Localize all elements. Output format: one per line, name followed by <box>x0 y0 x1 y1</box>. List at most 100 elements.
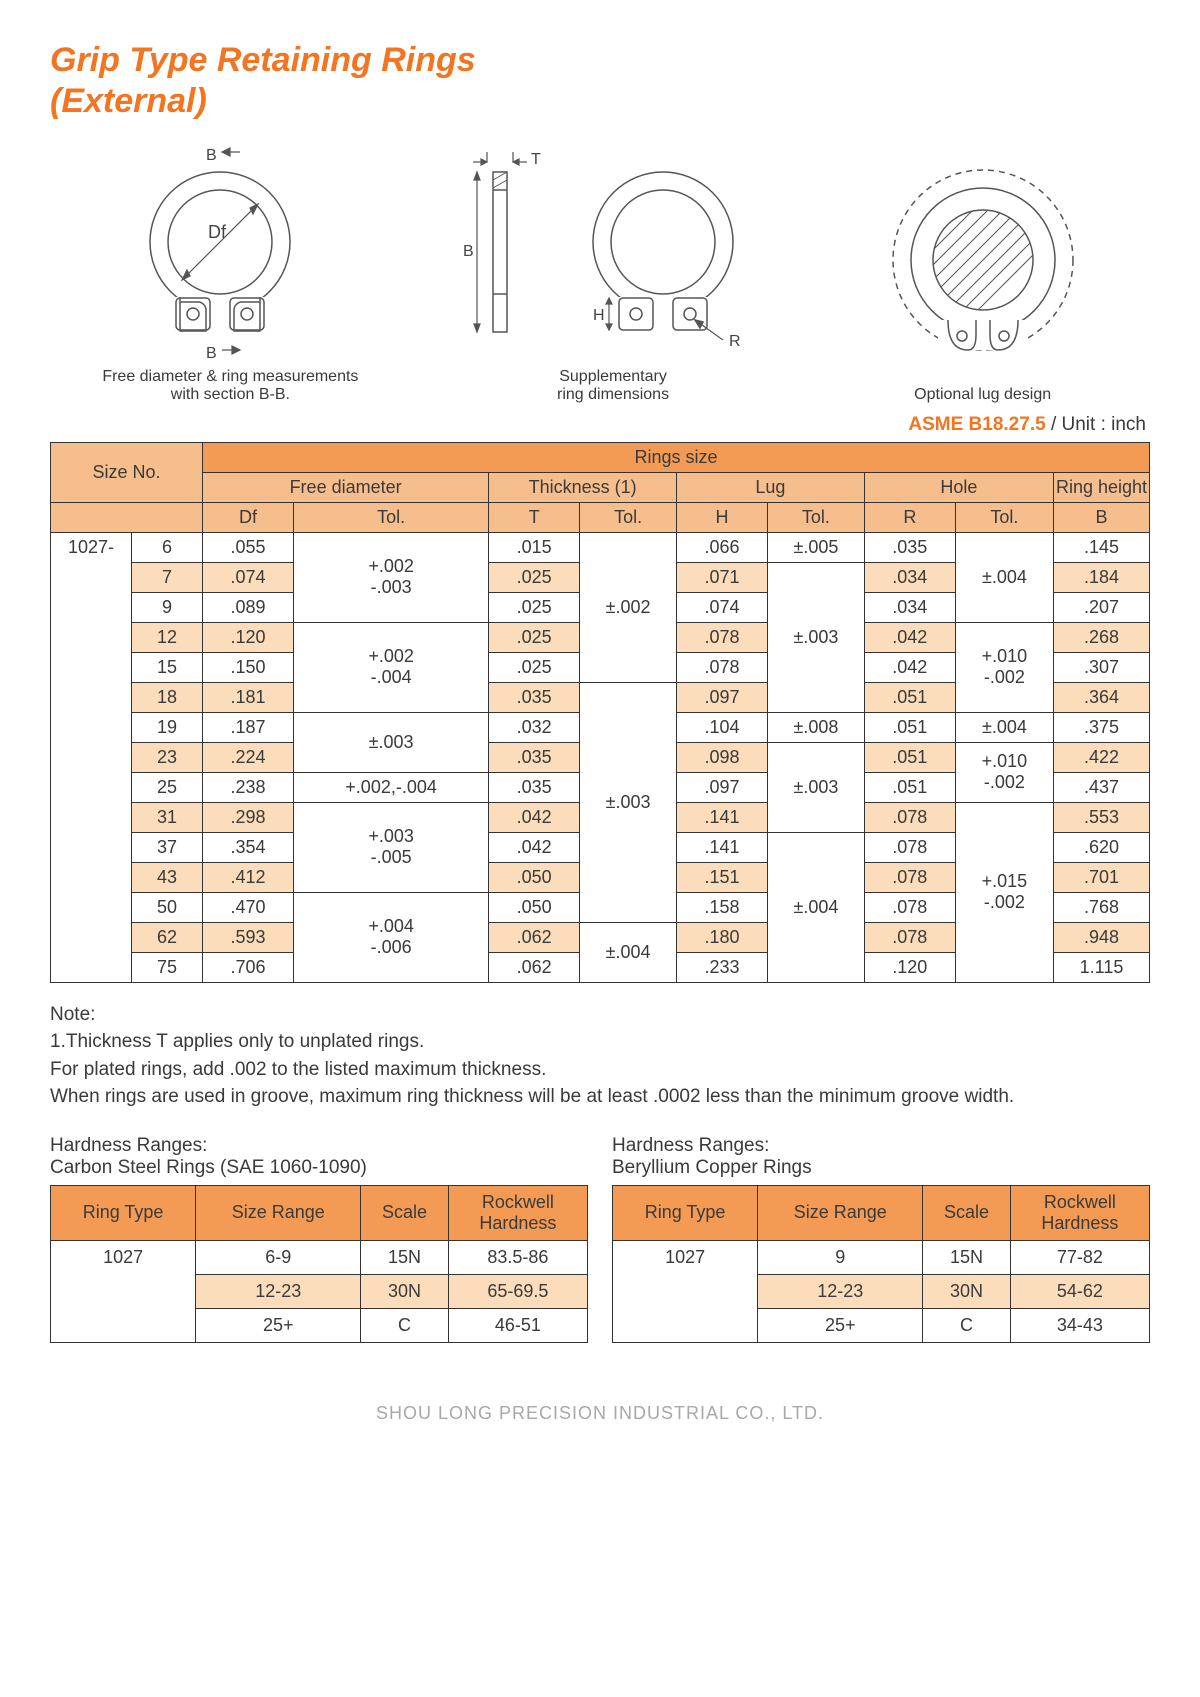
data-cell: C <box>923 1308 1010 1342</box>
hardness-left-table: Ring Type Size Range Scale RockwellHardn… <box>50 1185 588 1343</box>
label-df: Df <box>208 222 227 242</box>
data-cell: .034 <box>864 562 955 592</box>
data-cell: .042 <box>864 622 955 652</box>
tol-cell: ±.004 <box>580 922 677 982</box>
data-cell: .948 <box>1054 922 1150 952</box>
th-rings-size: Rings size <box>203 442 1150 472</box>
table-row: 1027915N77-82 <box>613 1240 1150 1274</box>
data-cell: 18 <box>132 682 203 712</box>
data-cell: .422 <box>1054 742 1150 772</box>
data-cell: .035 <box>489 682 580 712</box>
hardness-right-table: Ring Type Size Range Scale RockwellHardn… <box>612 1185 1150 1343</box>
th-t-tol: Tol. <box>580 502 677 532</box>
data-cell: .034 <box>864 592 955 622</box>
title-line2: (External) <box>50 82 207 120</box>
data-cell: .180 <box>677 922 768 952</box>
data-cell: 62 <box>132 922 203 952</box>
th-h-tol: Tol. <box>768 502 865 532</box>
data-cell: 34-43 <box>1010 1308 1149 1342</box>
hcol-rh: RockwellHardness <box>1010 1185 1149 1240</box>
data-cell: 9 <box>758 1240 923 1274</box>
data-cell: .035 <box>864 532 955 562</box>
data-cell: .098 <box>677 742 768 772</box>
data-cell: C <box>361 1308 448 1342</box>
series-cell: 1027- <box>51 532 132 982</box>
th-h: H <box>677 502 768 532</box>
data-cell: 7 <box>132 562 203 592</box>
data-cell: .050 <box>489 892 580 922</box>
data-cell: .062 <box>489 952 580 982</box>
data-cell: 25+ <box>758 1308 923 1342</box>
diag3-caption: Optional lug design <box>914 386 1051 403</box>
th-size-no: Size No. <box>51 442 203 502</box>
data-cell: 23 <box>132 742 203 772</box>
hardness-left: Hardness Ranges: Carbon Steel Rings (SAE… <box>50 1125 588 1343</box>
tol-cell: ±.008 <box>768 712 865 742</box>
data-cell: .025 <box>489 592 580 622</box>
data-cell: 83.5-86 <box>448 1240 587 1274</box>
th-ring-h: Ring height <box>1054 472 1150 502</box>
data-cell: .553 <box>1054 802 1150 832</box>
data-cell: .078 <box>864 832 955 862</box>
data-cell: 54-62 <box>1010 1274 1149 1308</box>
data-cell: .307 <box>1054 652 1150 682</box>
data-cell: 6-9 <box>196 1240 361 1274</box>
diag2-caption-b: ring dimensions <box>557 386 669 403</box>
data-cell: 12-23 <box>758 1274 923 1308</box>
note-block: Note: 1.Thickness T applies only to unpl… <box>50 1001 1150 1111</box>
data-cell: 30N <box>361 1274 448 1308</box>
data-cell: .035 <box>489 772 580 802</box>
data-cell: 37 <box>132 832 203 862</box>
diag1-caption-b: with section B-B. <box>171 386 290 403</box>
data-cell: 25+ <box>196 1308 361 1342</box>
data-cell: 15 <box>132 652 203 682</box>
data-cell: .071 <box>677 562 768 592</box>
data-cell: .375 <box>1054 712 1150 742</box>
tol-cell: ±.004 <box>768 832 865 982</box>
th-b: B <box>1054 502 1150 532</box>
th-free-dia: Free diameter <box>203 472 489 502</box>
data-cell: .184 <box>1054 562 1150 592</box>
data-cell: .354 <box>203 832 294 862</box>
table-row: 10276-915N83.5-86 <box>51 1240 588 1274</box>
tol-cell: ±.003 <box>768 562 865 712</box>
spec-unit: / Unit : inch <box>1046 414 1146 435</box>
hcol-rh: RockwellHardness <box>448 1185 587 1240</box>
th-df-tol: Tol. <box>294 502 489 532</box>
hcol-rt: Ring Type <box>51 1185 196 1240</box>
data-cell: 12-23 <box>196 1274 361 1308</box>
data-cell: .412 <box>203 862 294 892</box>
data-cell: .051 <box>864 772 955 802</box>
data-cell: .015 <box>489 532 580 562</box>
hcol-sr: Size Range <box>758 1185 923 1240</box>
note-line-1: 1.Thickness T applies only to unplated r… <box>50 1028 1150 1056</box>
data-cell: .706 <box>203 952 294 982</box>
main-table: Size No. Rings size Free diameter Thickn… <box>50 442 1150 983</box>
page-title: Grip Type Retaining Rings (External) <box>50 40 1150 122</box>
hright-title1: Hardness Ranges: <box>612 1135 769 1156</box>
data-cell: .268 <box>1054 622 1150 652</box>
data-cell: .025 <box>489 652 580 682</box>
data-cell: .104 <box>677 712 768 742</box>
hardness-right: Hardness Ranges: Beryllium Copper Rings … <box>612 1125 1150 1343</box>
data-cell: .042 <box>864 652 955 682</box>
data-cell: .055 <box>203 532 294 562</box>
tol-cell: +.010 -.002 <box>955 622 1053 712</box>
data-cell: .074 <box>203 562 294 592</box>
tol-cell: ±.004 <box>955 532 1053 622</box>
data-cell: .051 <box>864 742 955 772</box>
label-h: H <box>593 307 605 324</box>
tol-cell: +.003 -.005 <box>294 802 489 892</box>
title-line1: Grip Type Retaining Rings <box>50 41 476 79</box>
data-cell: 77-82 <box>1010 1240 1149 1274</box>
data-cell: .298 <box>203 802 294 832</box>
hleft-title2: Carbon Steel Rings (SAE 1060-1090) <box>50 1157 367 1178</box>
note-line-2: For plated rings, add .002 to the listed… <box>50 1056 1150 1084</box>
data-cell: .032 <box>489 712 580 742</box>
data-cell: .078 <box>864 802 955 832</box>
data-cell: .207 <box>1054 592 1150 622</box>
th-t: T <box>489 502 580 532</box>
data-cell: 1027 <box>51 1240 196 1342</box>
label-b-top: B <box>206 147 217 164</box>
note-title: Note: <box>50 1001 1150 1029</box>
